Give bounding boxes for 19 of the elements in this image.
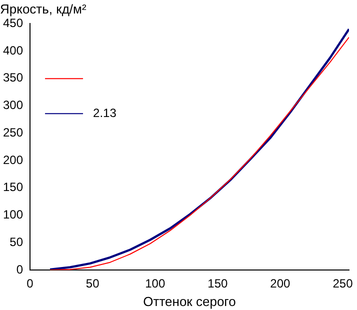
y-tick-label: 350 xyxy=(2,70,24,85)
y-tick-label: 150 xyxy=(2,180,24,194)
y-tick-label: 250 xyxy=(2,125,24,140)
x-axis-title: Оттенок серого xyxy=(143,294,236,309)
x-tick-label: 150 xyxy=(208,276,228,291)
y-tick-label: 300 xyxy=(2,98,24,112)
y-tick-label: 450 xyxy=(2,16,24,30)
y-tick-label: 0 xyxy=(16,262,24,276)
y-axis-title: Яркость, кд/м² xyxy=(0,1,87,16)
x-tick-label: 250 xyxy=(332,276,354,291)
y-tick-label: 50 xyxy=(10,234,24,249)
y-tick-label: 200 xyxy=(2,152,24,167)
y-tick-label: 100 xyxy=(2,208,24,222)
legend-label: 2.13 xyxy=(93,106,117,120)
x-tick-label: 50 xyxy=(86,276,100,291)
x-tick-label: 200 xyxy=(270,276,291,291)
x-tick-label: 0 xyxy=(26,276,34,291)
y-tick-label: 400 xyxy=(2,43,24,58)
x-tick-label: 100 xyxy=(145,276,166,291)
